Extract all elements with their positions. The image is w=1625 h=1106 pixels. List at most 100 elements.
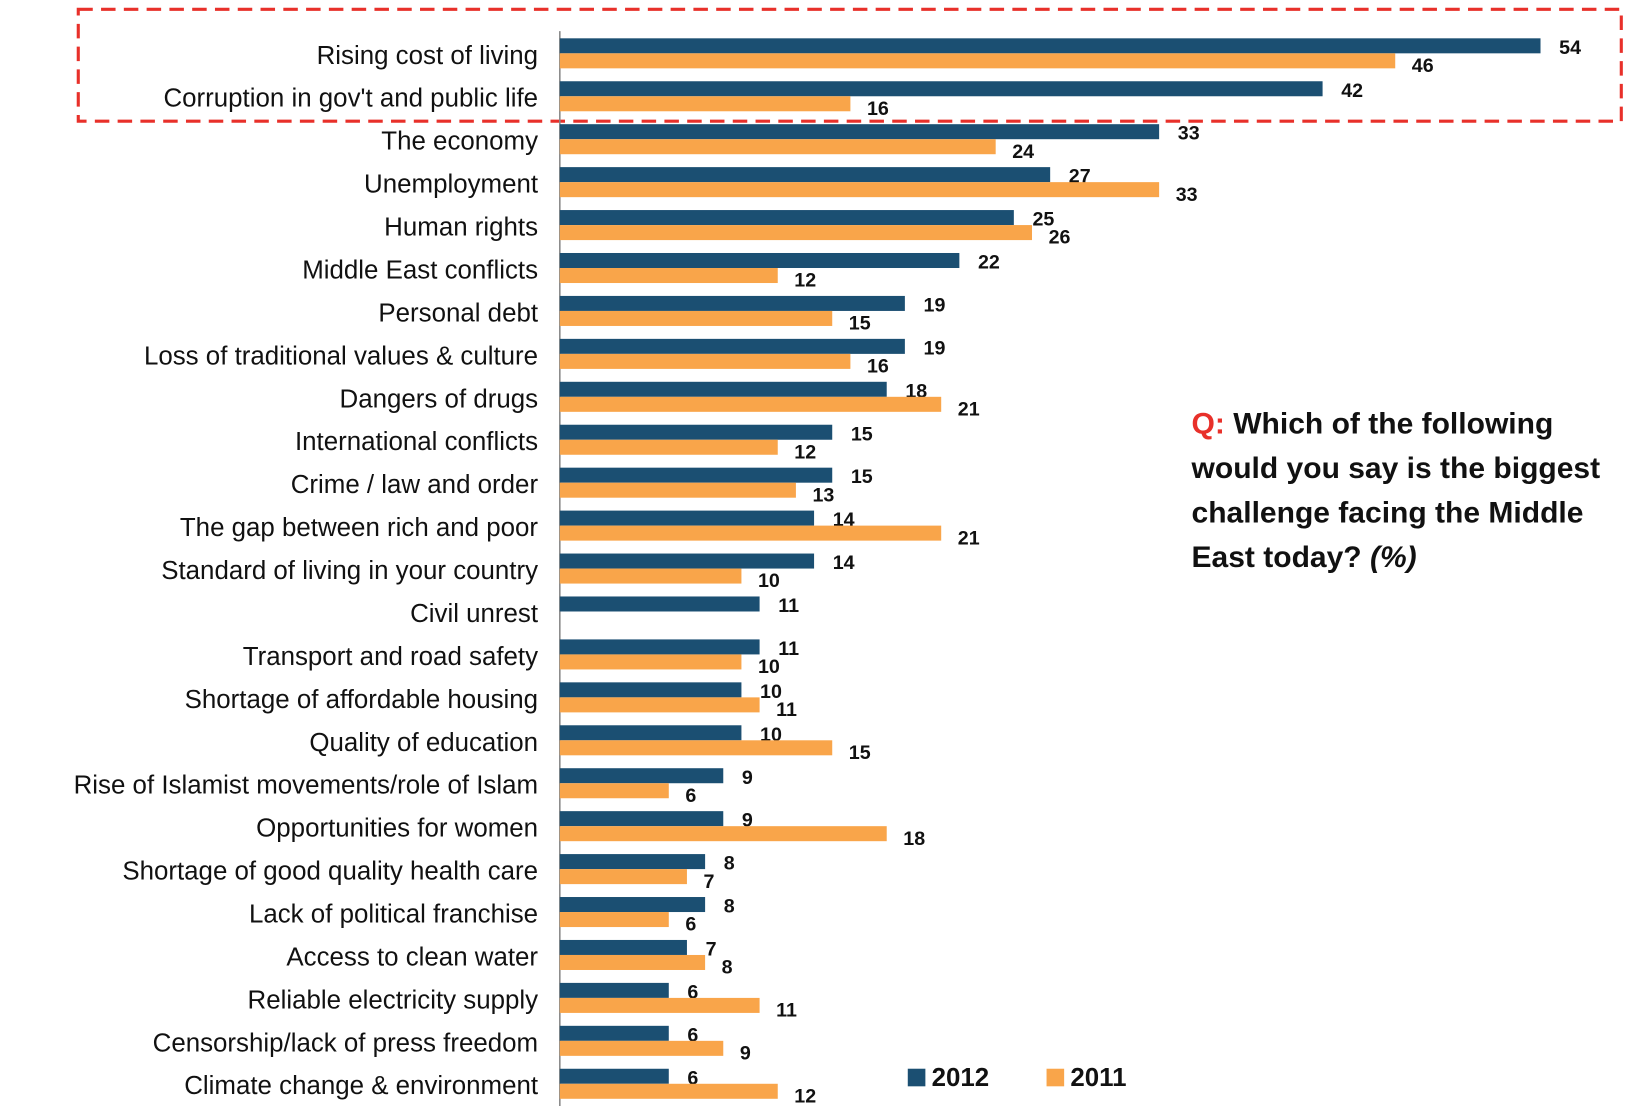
annotation-line: would you say is the biggest [1191,452,1601,485]
value-label: 10 [760,681,782,703]
bar [559,252,960,269]
value-label: 18 [903,828,925,850]
bar [559,1040,724,1056]
bar [559,954,706,970]
bar [559,639,760,655]
category-label: Corruption in gov't and public life [163,85,538,113]
bar [559,295,905,311]
legend-swatch [1046,1068,1065,1087]
bar [559,139,996,155]
bar [559,854,706,870]
bar [559,740,833,756]
value-label: 9 [740,1043,751,1065]
value-label: 22 [978,252,1000,274]
category-label: Quality of education [309,729,538,757]
bar [559,353,851,369]
bar [559,510,815,526]
bar [559,826,887,842]
value-label: 6 [687,981,698,1003]
annotation: East today? (%) [1192,541,1417,574]
bar [559,1083,778,1099]
value-label: 15 [851,423,873,445]
value-label: 21 [958,398,980,420]
value-label: 12 [794,1085,816,1106]
category-label: Rise of Islamist movements/role of Islam [74,772,538,800]
bar [559,869,687,885]
value-label: 21 [958,527,980,549]
annotation: challenge facing the Middle [1192,497,1584,530]
bar [559,568,742,584]
bar [559,811,724,827]
value-label: 15 [851,466,873,488]
bar [559,53,1396,69]
bar [559,768,724,784]
value-label: 16 [867,98,889,120]
bar [559,338,905,354]
value-label: 6 [685,785,696,807]
category-label: The economy [381,128,538,156]
bar [559,1025,669,1041]
value-label: 26 [1049,227,1071,249]
annotation: would you say is the biggest [1191,452,1601,485]
bar [559,225,1033,241]
annotation-suffix: (%) [1370,541,1417,574]
bar [559,81,1323,97]
bar [559,210,1014,226]
bar [559,467,833,483]
value-label: 33 [1176,184,1198,206]
bar [559,682,742,698]
value-label: 25 [1032,209,1054,231]
bar [559,697,760,713]
bar [559,482,796,498]
category-label: International conflicts [295,428,538,456]
category-label: Civil unrest [410,600,538,628]
bar [559,997,760,1013]
annotation-line: East today? [1192,541,1362,574]
bar [559,725,742,741]
category-label: Standard of living in your country [161,557,538,585]
value-label: 9 [742,767,753,789]
bar [559,912,669,928]
value-label: 11 [776,1000,797,1022]
annotation-prefix: Q: [1192,408,1225,441]
bar [559,310,833,326]
value-label: 9 [742,810,753,832]
value-label: 15 [849,742,871,764]
bar [559,654,742,670]
annotation-line: challenge facing the Middle [1192,497,1584,530]
category-label: Lack of political franchise [249,901,538,929]
value-label: 42 [1341,80,1363,102]
value-label: 7 [706,939,717,961]
highlight-box [76,7,1623,123]
category-label: Reliable electricity supply [248,986,539,1014]
bar [559,124,1160,140]
bar [559,939,687,955]
value-label: 6 [685,914,696,936]
category-label: Opportunities for women [256,815,538,843]
category-label: Unemployment [364,171,538,199]
bar [559,783,669,799]
legend-label: 2012 [932,1064,990,1092]
value-label: 10 [758,570,780,592]
category-label: The gap between rich and poor [180,514,539,542]
value-label: 7 [704,871,715,893]
value-label: 54 [1559,37,1581,59]
legend-label: 2011 [1070,1064,1126,1092]
category-label: Crime / law and order [291,471,539,499]
bar [559,182,1160,198]
annotation-line: Which of the following [1233,408,1553,441]
value-label: 12 [794,441,816,463]
category-label: Censorship/lack of press freedom [153,1029,538,1057]
bar [559,982,669,998]
bar [559,525,942,541]
bar [559,553,815,569]
bar [559,439,778,455]
value-label: 8 [724,896,735,918]
bar [559,396,942,412]
category-label: Shortage of good quality health care [122,858,538,886]
category-label: Climate change & environment [184,1072,538,1100]
category-label: Dangers of drugs [340,385,538,413]
bar [559,38,1541,54]
bar [559,1068,669,1084]
